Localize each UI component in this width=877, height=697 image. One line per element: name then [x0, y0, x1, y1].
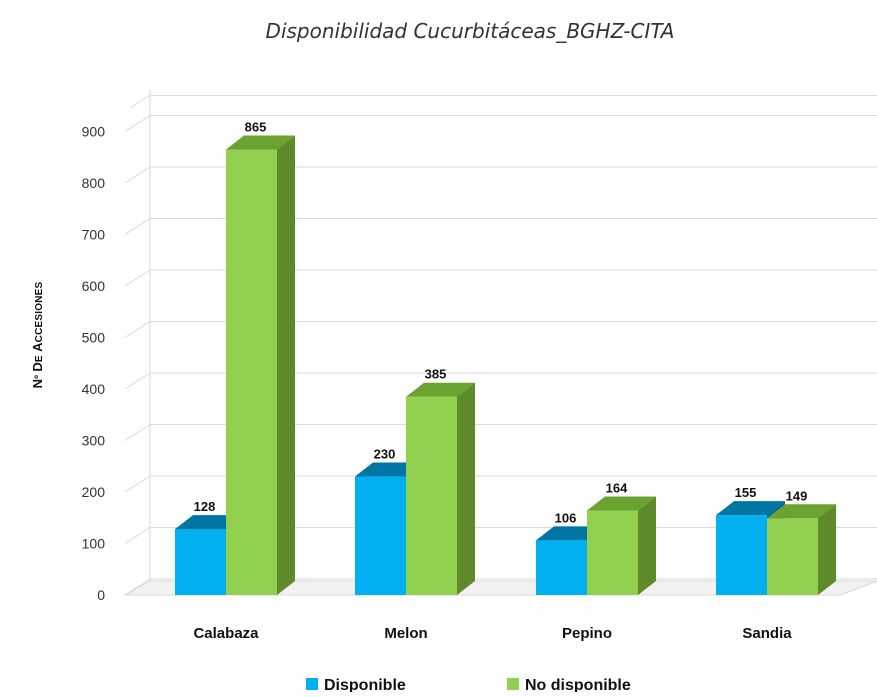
data-label: 230	[374, 447, 396, 462]
y-tick-label: 900	[82, 124, 106, 140]
bar-no-disponible-melon	[406, 396, 457, 595]
gridline-side	[124, 527, 151, 544]
category-label-calabaza: Calabaza	[193, 625, 259, 642]
data-label: 385	[425, 367, 447, 382]
y-tick-label: 0	[97, 587, 105, 603]
bars	[175, 135, 836, 595]
gridline-side	[124, 475, 151, 493]
data-label: 164	[606, 481, 628, 496]
gridline-side	[124, 372, 151, 390]
gridline-side	[124, 166, 151, 184]
data-label: 106	[555, 510, 577, 525]
bar-top-face	[406, 382, 475, 397]
gridline-side	[124, 321, 151, 338]
gridline-side	[124, 218, 151, 235]
bar-side-face	[818, 504, 836, 595]
legend-label: No disponible	[525, 677, 631, 692]
bar-no-disponible-sandia	[767, 518, 818, 595]
chart-title: Disponibilidad Cucurbitáceas_BGHZ-CITA	[266, 19, 675, 43]
bar-disponible-pepino	[536, 540, 587, 595]
category-label-melon: Melon	[384, 625, 427, 642]
y-tick-label: 600	[82, 278, 106, 294]
y-axis-label: Nº DE ACCESIONES	[30, 281, 45, 388]
gridline-side	[124, 424, 151, 441]
legend-swatch-no-disponible	[507, 678, 519, 690]
y-axis-ticks: 0 100 200 300 400 500 600 700 800 900	[82, 124, 106, 604]
legend-label: Disponible	[324, 677, 406, 692]
bar-no-disponible-pepino	[587, 510, 638, 595]
bar-side-face	[638, 496, 656, 595]
data-label: 149	[786, 488, 808, 503]
y-tick-label: 800	[82, 175, 106, 191]
data-label: 128	[194, 499, 216, 514]
bar-disponible-calabaza	[175, 529, 226, 595]
gridline-side	[124, 578, 151, 596]
bar-disponible-melon	[355, 476, 406, 595]
category-label-sandia: Sandia	[742, 625, 792, 642]
legend-swatch-disponible	[306, 678, 318, 690]
bar-top-face	[767, 504, 836, 519]
category-label-pepino: Pepino	[562, 625, 612, 642]
gridline-side	[124, 115, 151, 132]
bar-top-face	[716, 501, 785, 516]
y-tick-label: 300	[82, 433, 106, 449]
y-tick-label: 400	[82, 381, 106, 397]
y-tick-label: 200	[82, 484, 106, 500]
data-label: 155	[735, 485, 757, 500]
y-tick-label: 100	[82, 536, 106, 552]
y-tick-label: 500	[82, 330, 106, 346]
y-tick-label: 700	[82, 227, 106, 243]
bar-disponible-sandia	[716, 515, 767, 595]
legend: Disponible No disponible	[306, 677, 631, 694]
bar-top-face	[587, 496, 656, 511]
bar-side-face	[457, 382, 475, 595]
gridline-side	[124, 269, 151, 287]
data-labels: 128 865 230 385 106 164 155 149	[194, 120, 808, 526]
data-label: 865	[245, 120, 267, 135]
bar-top-face	[226, 135, 295, 150]
bar-no-disponible-calabaza	[226, 149, 277, 595]
bar-side-face	[277, 135, 295, 595]
category-labels: Calabaza Melon Pepino Sandia	[193, 625, 792, 642]
wall-top-edge	[129, 95, 151, 108]
